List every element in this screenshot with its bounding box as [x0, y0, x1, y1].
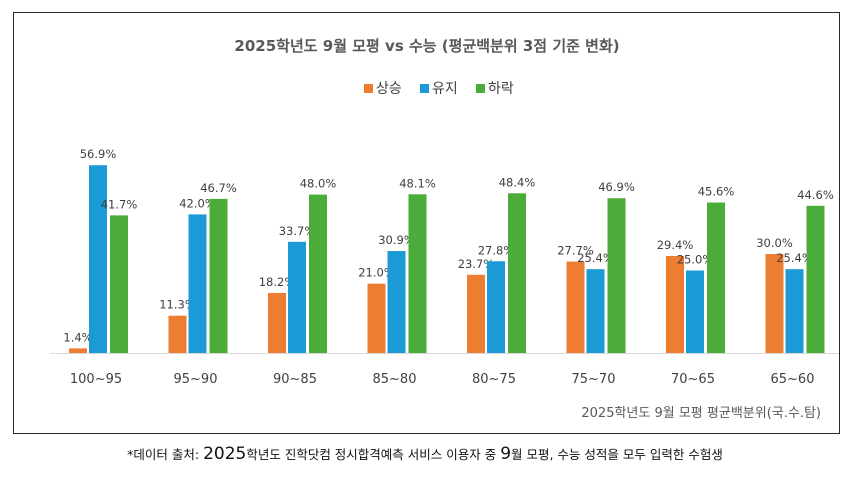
x-tick-label-100-95: 100~95 [70, 372, 122, 387]
data-label-95-90-2: 42.0% [179, 196, 216, 210]
data-label-65-60-3: 44.6% [797, 188, 834, 202]
data-label-70-65-2: 25.0% [677, 253, 714, 267]
data-label-100-95-3: 41.7% [101, 197, 138, 211]
data-label-75-70-2: 25.4% [577, 251, 614, 265]
bar-80-75-1 [467, 274, 485, 353]
data-label-75-70-1: 27.7% [557, 244, 594, 258]
data-label-85-80-3: 48.1% [399, 176, 436, 190]
bar-100-95-1 [69, 348, 87, 353]
chart-legend: 상승 유지 하락 [364, 81, 514, 97]
source-note: *데이터 출처: 2025학년도 진학닷컴 정시합격예측 서비스 이용자 중 9… [0, 444, 850, 464]
data-label-95-90-3: 46.7% [200, 181, 237, 195]
chart-title: 2025학년도 9월 모평 vs 수능 (평균백분위 3점 기준 변화) [234, 37, 619, 55]
data-label-80-75-1: 23.7% [458, 257, 495, 271]
data-label-75-70-3: 46.9% [598, 180, 635, 194]
bar-100-95-2 [89, 165, 107, 353]
data-label-65-60-2: 25.4% [776, 251, 813, 265]
x-tick-label-70-65: 70~65 [671, 372, 715, 387]
source-note-prefix: *데이터 출처: [127, 447, 204, 462]
x-axis-title: 2025학년도 9월 모평 평균백분위(국.수.탐) [581, 406, 821, 421]
source-note-month: 9 [500, 444, 512, 464]
bar-70-65-1 [666, 255, 684, 353]
x-tick-label-65-60: 65~60 [771, 372, 815, 387]
data-label-70-65-3: 45.6% [698, 185, 735, 199]
data-label-85-80-1: 21.0% [358, 266, 395, 280]
data-label-90-85-1: 18.2% [259, 275, 296, 289]
bar-70-65-3 [707, 202, 725, 353]
bar-90-85-1 [268, 292, 286, 353]
bar-90-85-2 [288, 241, 306, 353]
legend-label-3: 하락 [488, 81, 514, 97]
source-note-middle: 학년도 진학닷컴 정시합격예측 서비스 이용자 중 [246, 447, 501, 462]
bar-75-70-3 [607, 198, 626, 353]
x-tick-label-95-90: 95~90 [174, 372, 218, 387]
data-label-80-75-2: 27.8% [478, 243, 515, 257]
legend-label-2: 유지 [432, 81, 458, 97]
data-label-65-60-1: 30.0% [756, 236, 793, 250]
bar-75-70-1 [566, 261, 585, 353]
bar-75-70-2 [586, 269, 605, 353]
legend-swatch-2 [420, 84, 429, 93]
bar-chart: 2025학년도 9월 모평 vs 수능 (평균백분위 3점 기준 변화) 상승 유… [50, 37, 839, 421]
source-note-suffix: 월 모평, 수능 성적을 모두 입력한 수험생 [511, 447, 723, 462]
bar-65-60-1 [765, 254, 784, 353]
source-note-year: 2025 [203, 444, 247, 464]
x-tick-label-80-75: 80~75 [472, 372, 516, 387]
data-label-85-80-2: 30.9% [378, 233, 415, 247]
data-label-80-75-3: 48.4% [499, 175, 536, 189]
chart-frame: 2025학년도 9월 모평 vs 수능 (평균백분위 3점 기준 변화) 상승 유… [13, 12, 840, 434]
bar-90-85-3 [309, 194, 327, 353]
bar-70-65-2 [686, 270, 704, 353]
legend-swatch-3 [476, 84, 485, 93]
x-tick-label-75-70: 75~70 [572, 372, 616, 387]
legend-label-1: 상승 [376, 81, 402, 97]
legend-swatch-1 [364, 84, 373, 93]
bar-85-80-2 [387, 251, 406, 353]
data-label-100-95-2: 56.9% [80, 147, 117, 161]
bar-85-80-1 [367, 283, 386, 353]
x-tick-label-90-85: 90~85 [273, 372, 317, 387]
data-label-95-90-1: 11.3% [159, 298, 196, 312]
data-label-100-95-1: 1.4% [63, 330, 92, 344]
data-label-90-85-2: 33.7% [279, 224, 316, 238]
bar-65-60-3 [806, 205, 825, 353]
bar-95-90-1 [168, 315, 187, 353]
plot-area: 1.4% 56.9% 41.7% 100~95 11.3% 42.0%46.7% 95~90… [50, 147, 839, 387]
data-label-90-85-3: 48.0% [300, 177, 337, 191]
bar-65-60-2 [785, 269, 804, 353]
bar-80-75-2 [487, 261, 505, 353]
bar-95-90-3 [209, 198, 228, 353]
data-label-70-65-1: 29.4% [657, 238, 694, 252]
bar-85-80-3 [408, 194, 427, 353]
x-tick-label-85-80: 85~80 [373, 372, 417, 387]
bar-95-90-2 [188, 214, 207, 353]
bar-80-75-3 [508, 193, 526, 353]
bar-100-95-3 [110, 215, 128, 353]
